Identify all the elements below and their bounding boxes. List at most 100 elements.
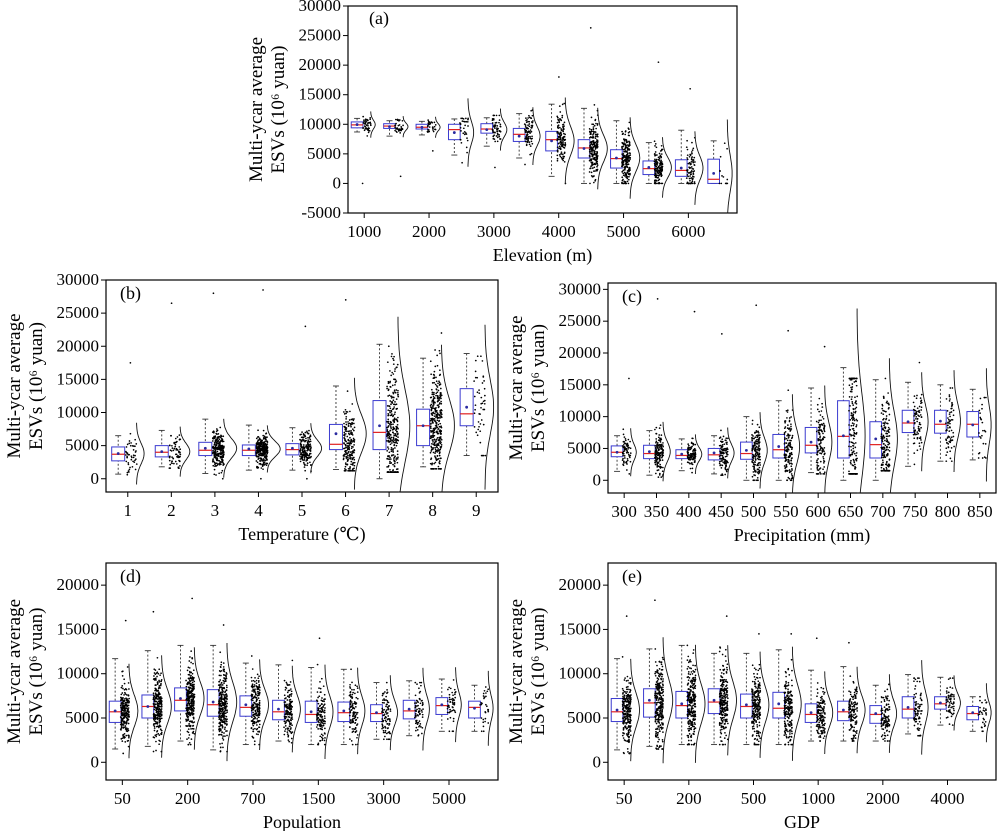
data-point (179, 448, 182, 451)
data-point (221, 477, 224, 480)
data-point (977, 457, 980, 459)
data-point (264, 443, 266, 446)
data-point (659, 467, 662, 469)
data-point (262, 429, 265, 432)
data-point (124, 703, 127, 706)
data-point (622, 174, 625, 177)
data-point (119, 728, 122, 730)
data-point (215, 474, 217, 476)
data-point (132, 456, 135, 459)
data-point (300, 436, 303, 439)
data-point (556, 154, 559, 157)
box-group (111, 361, 145, 485)
data-point (394, 447, 396, 449)
data-point (628, 140, 630, 143)
data-point (120, 686, 123, 689)
data-point (658, 152, 661, 155)
data-point (434, 446, 436, 449)
data-point (880, 446, 883, 449)
data-point (596, 168, 599, 171)
data-point (692, 457, 695, 460)
data-point (305, 455, 307, 458)
data-point (306, 464, 308, 467)
data-point (823, 427, 826, 429)
data-point (660, 162, 663, 165)
data-point (213, 446, 216, 449)
data-point (299, 443, 302, 446)
data-point (694, 443, 697, 446)
data-point (393, 391, 396, 393)
data-point (848, 445, 850, 448)
data-point (303, 458, 306, 460)
data-point (726, 443, 728, 445)
mean-point (874, 437, 878, 441)
data-point (659, 445, 662, 447)
data-point (395, 122, 397, 125)
data-point (654, 151, 657, 153)
data-point (560, 134, 562, 137)
data-point (524, 126, 527, 128)
data-point (819, 460, 822, 463)
data-point (786, 417, 788, 419)
y-tick-label: 10000 (559, 407, 602, 426)
data-point (430, 436, 433, 439)
data-point (621, 160, 624, 163)
data-point (627, 134, 630, 137)
data-point (353, 418, 355, 420)
mean-point (421, 424, 425, 428)
data-point (435, 422, 438, 424)
data-point (660, 434, 663, 436)
data-point (820, 419, 822, 422)
data-point (823, 466, 826, 468)
data-point (756, 453, 759, 456)
data-point (658, 434, 661, 436)
data-point (265, 450, 268, 452)
data-point (757, 458, 760, 461)
data-point (661, 456, 663, 459)
data-point (950, 411, 953, 413)
data-point (562, 130, 564, 132)
data-point (396, 461, 399, 464)
data-point (262, 442, 265, 445)
data-point (308, 456, 311, 459)
box-group (372, 316, 411, 493)
data-point (978, 432, 980, 434)
data-point (757, 438, 760, 440)
data-point (594, 119, 597, 122)
data-point (851, 383, 854, 385)
data-point (914, 433, 916, 436)
y-axis-label-line1: Multi-ycar average (4, 599, 25, 744)
data-point (621, 130, 623, 133)
density-curve (179, 426, 191, 477)
data-point (791, 436, 794, 439)
data-point (628, 166, 631, 169)
data-point (219, 436, 222, 439)
data-point (981, 407, 983, 410)
data-point (821, 449, 823, 452)
data-point (787, 443, 790, 446)
data-point (133, 461, 136, 464)
data-point (886, 400, 888, 403)
data-point (821, 406, 824, 408)
data-point (175, 441, 177, 444)
data-point (388, 409, 391, 412)
data-point (949, 457, 952, 460)
data-point (689, 175, 691, 177)
data-point (362, 127, 365, 129)
data-point (594, 133, 597, 136)
data-point (367, 121, 370, 124)
data-point (624, 173, 627, 176)
data-point (882, 435, 885, 438)
data-point (174, 443, 177, 446)
data-point (460, 130, 462, 132)
data-point (625, 174, 628, 177)
data-point (662, 451, 664, 454)
data-point (218, 444, 221, 447)
data-point (783, 433, 786, 436)
data-point (123, 688, 126, 691)
data-point (257, 447, 260, 449)
data-point (588, 155, 591, 157)
data-point (397, 395, 400, 398)
data-point (347, 425, 350, 427)
